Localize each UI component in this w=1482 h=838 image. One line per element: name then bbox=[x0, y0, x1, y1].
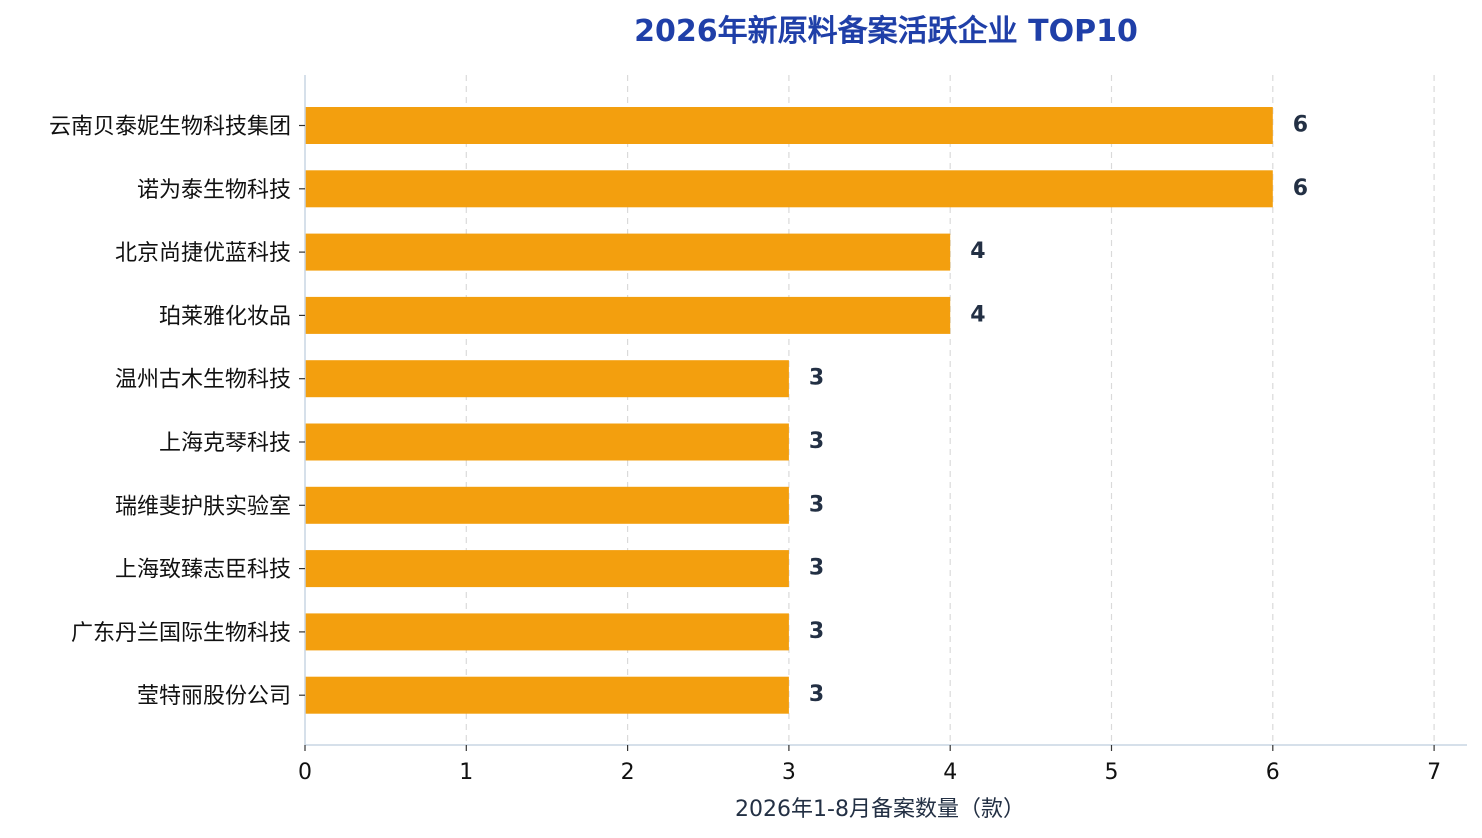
category-label-1: 云南贝泰妮生物科技集团 bbox=[49, 115, 291, 140]
value-label-2: 6 bbox=[1293, 176, 1308, 201]
value-label-4: 4 bbox=[970, 302, 985, 327]
value-label-10: 3 bbox=[809, 682, 824, 707]
value-label-3: 4 bbox=[970, 239, 985, 264]
bar-4 bbox=[305, 296, 951, 334]
x-tick-label-1: 1 bbox=[459, 760, 473, 785]
bar-2 bbox=[305, 170, 1273, 208]
category-label-4: 珀莱雅化妆品 bbox=[159, 304, 291, 329]
x-tick-label-7: 7 bbox=[1427, 760, 1441, 785]
category-label-9: 广东丹兰国际生物科技 bbox=[71, 621, 291, 646]
category-label-5: 温州古木生物科技 bbox=[115, 368, 291, 393]
category-label-8: 上海致臻志臣科技 bbox=[115, 558, 291, 583]
category-label-7: 瑞维斐护肤实验室 bbox=[115, 494, 291, 519]
value-label-7: 3 bbox=[809, 492, 824, 517]
category-label-10: 莹特丽股份公司 bbox=[137, 684, 291, 709]
value-label-8: 3 bbox=[809, 556, 824, 581]
x-tick-label-4: 4 bbox=[943, 760, 957, 785]
category-label-6: 上海克琴科技 bbox=[159, 431, 291, 456]
bar-1 bbox=[305, 107, 1273, 144]
x-tick-label-5: 5 bbox=[1105, 760, 1119, 785]
x-tick-label-6: 6 bbox=[1266, 760, 1280, 785]
bar-8 bbox=[305, 550, 789, 588]
category-label-2: 诺为泰生物科技 bbox=[137, 178, 291, 203]
x-tick-label-3: 3 bbox=[782, 760, 796, 785]
x-tick-label-0: 0 bbox=[298, 760, 312, 785]
value-label-6: 3 bbox=[809, 429, 824, 454]
bar-5 bbox=[305, 360, 789, 398]
bar-6 bbox=[305, 423, 789, 461]
value-label-5: 3 bbox=[809, 366, 824, 391]
category-label-3: 北京尚捷优蓝科技 bbox=[115, 241, 291, 266]
chart-title: 2026年新原料备案活跃企业 TOP10 bbox=[634, 14, 1138, 49]
bar-9 bbox=[305, 613, 789, 651]
bar-7 bbox=[305, 486, 789, 524]
value-label-9: 3 bbox=[809, 619, 824, 644]
x-axis-label: 2026年1-8月备案数量（款） bbox=[735, 797, 1025, 822]
x-tick-label-2: 2 bbox=[621, 760, 635, 785]
bar-3 bbox=[305, 233, 951, 271]
bar-10 bbox=[305, 676, 789, 714]
value-label-1: 6 bbox=[1293, 113, 1308, 138]
